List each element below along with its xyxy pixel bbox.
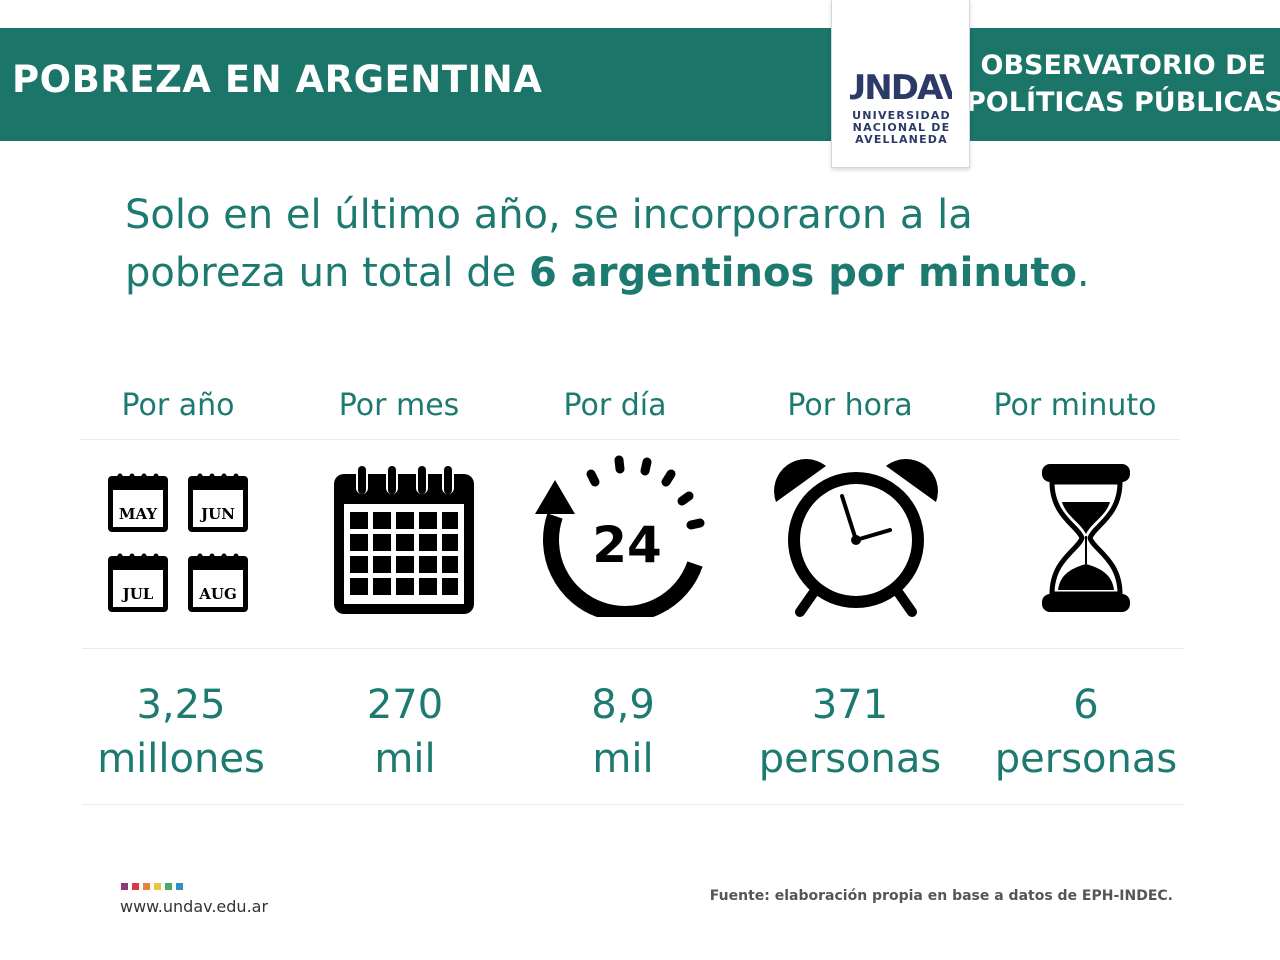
24-hours-label: 24 bbox=[592, 516, 662, 574]
value-unit: millones bbox=[97, 736, 265, 782]
month-label: JUL bbox=[121, 585, 154, 603]
calendar-icon bbox=[334, 464, 474, 614]
brand-dot bbox=[176, 883, 183, 890]
value-number: 270 bbox=[366, 682, 444, 728]
headline-text: pobreza un total de bbox=[125, 250, 529, 296]
brand-dot bbox=[132, 883, 139, 890]
24-hours-icon: 24 bbox=[535, 455, 705, 617]
divider-top bbox=[80, 439, 1180, 440]
month-calendar-icon: JUN bbox=[188, 473, 248, 532]
alarm-clock-icon bbox=[774, 459, 938, 617]
logo-mark-text: UNDAV bbox=[850, 68, 952, 104]
four-month-calendar-icon: MAY JUN JUL AUG bbox=[108, 473, 248, 612]
month-calendar-icon: MAY bbox=[108, 473, 168, 532]
value-number: 3,25 bbox=[136, 682, 226, 728]
divider-bottom bbox=[82, 804, 1184, 805]
value-number: 6 bbox=[1073, 682, 1099, 728]
month-label: JUN bbox=[199, 505, 235, 523]
university-name-line-2: NACIONAL DE bbox=[852, 121, 951, 134]
value-per-minute: 6 personas bbox=[966, 678, 1206, 786]
university-logo[interactable]: UNDAV UNIVERSIDAD NACIONAL DE AVELLANEDA bbox=[831, 0, 970, 168]
source-note: Fuente: elaboración propia en base a dat… bbox=[709, 888, 1173, 904]
website-link[interactable]: www.undav.edu.ar bbox=[120, 897, 269, 916]
column-label-minute: Por minuto bbox=[993, 388, 1157, 423]
column-label-month: Por mes bbox=[338, 388, 460, 423]
month-label: AUG bbox=[198, 585, 237, 603]
headline: Solo en el último año, se incorporaron a… bbox=[125, 186, 1205, 302]
university-name-line-3: AVELLANEDA bbox=[855, 133, 948, 146]
page-title: POBREZA EN ARGENTINA bbox=[12, 58, 543, 101]
university-name-line-1: UNIVERSIDAD bbox=[852, 109, 951, 122]
organization-line-1: OBSERVATORIO DE bbox=[980, 50, 1267, 81]
value-unit: personas bbox=[994, 736, 1178, 782]
brand-dot bbox=[121, 883, 128, 890]
value-number: 8,9 bbox=[591, 682, 655, 728]
value-per-day: 8,9 mil bbox=[503, 678, 743, 786]
headline-line-1: Solo en el último año, se incorporaron a… bbox=[125, 192, 973, 238]
undav-logo-mark: UNDAV bbox=[850, 68, 952, 104]
brand-dot bbox=[154, 883, 161, 890]
organization-name: OBSERVATORIO DE POLÍTICAS PÚBLICAS bbox=[966, 47, 1280, 121]
divider-middle bbox=[82, 648, 1184, 649]
headline-highlight: 6 argentinos por minuto bbox=[528, 250, 1077, 296]
brand-color-dots bbox=[121, 883, 183, 890]
month-label: MAY bbox=[119, 505, 157, 523]
column-label-day: Por día bbox=[563, 388, 667, 423]
university-name: UNIVERSIDAD NACIONAL DE AVELLANEDA bbox=[838, 110, 965, 146]
value-per-month: 270 mil bbox=[285, 678, 525, 786]
headline-line-2: pobreza un total de 6 argentinos por min… bbox=[125, 244, 1205, 302]
hourglass-icon bbox=[1042, 464, 1130, 612]
column-label-year: Por año bbox=[121, 388, 235, 423]
value-per-year: 3,25 millones bbox=[61, 678, 301, 786]
headline-period: . bbox=[1076, 250, 1090, 296]
organization-line-2: POLÍTICAS PÚBLICAS bbox=[966, 87, 1280, 118]
column-label-hour: Por hora bbox=[787, 388, 913, 423]
value-unit: mil bbox=[374, 736, 436, 782]
value-unit: personas bbox=[758, 736, 942, 782]
brand-dot bbox=[143, 883, 150, 890]
month-calendar-icon: AUG bbox=[188, 553, 248, 612]
month-calendar-icon: JUL bbox=[108, 553, 168, 612]
value-number: 371 bbox=[811, 682, 889, 728]
value-unit: mil bbox=[592, 736, 654, 782]
header-band bbox=[0, 28, 1280, 141]
value-per-hour: 371 personas bbox=[730, 678, 970, 786]
brand-dot bbox=[165, 883, 172, 890]
